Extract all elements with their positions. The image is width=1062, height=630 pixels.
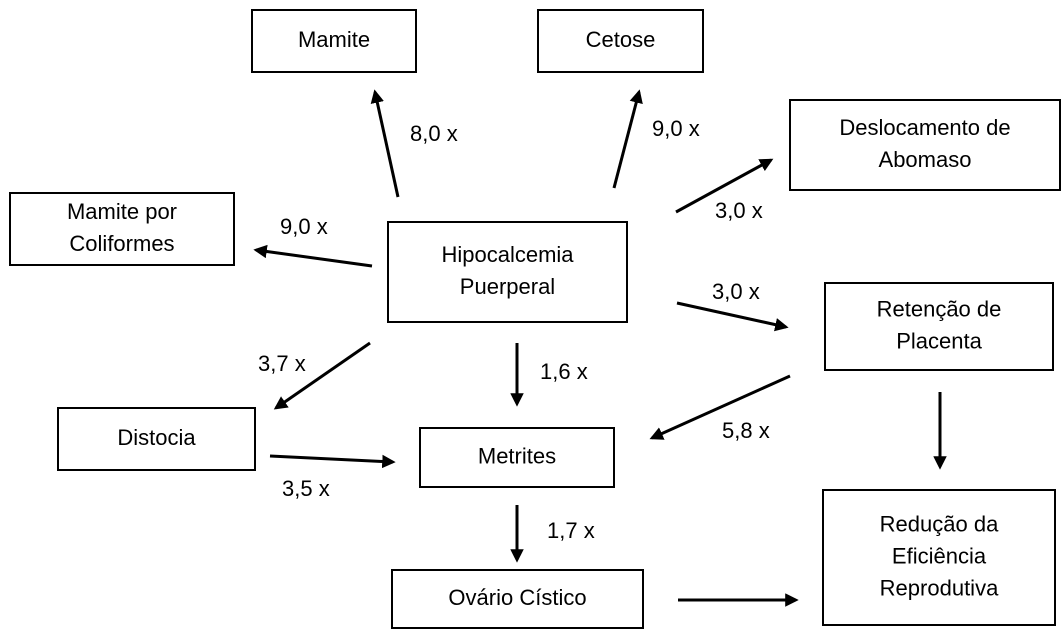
edge-label: 3,0 x <box>712 279 760 304</box>
node-box <box>57 407 256 471</box>
node-label: Reprodutiva <box>880 575 999 600</box>
edge-label: 3,0 x <box>715 198 763 223</box>
node-box <box>251 9 417 73</box>
edge-label: 3,5 x <box>282 476 330 501</box>
edge-label: 3,7 x <box>258 351 306 376</box>
node-label: Hipocalcemia <box>441 242 574 267</box>
node-label: Abomaso <box>879 147 972 172</box>
node-box <box>824 282 1054 371</box>
arrow <box>612 89 643 189</box>
node-box <box>9 192 235 266</box>
arrow <box>269 454 396 469</box>
node-label: Deslocamento de <box>839 115 1010 140</box>
edge-label: 8,0 x <box>410 121 458 146</box>
edge-label: 1,7 x <box>547 518 595 543</box>
node-label: Cetose <box>586 27 656 52</box>
edge-label: 1,6 x <box>540 359 588 384</box>
node-label: Mamite por <box>67 199 177 224</box>
arrow <box>370 89 400 198</box>
node-label: Coliformes <box>69 231 174 256</box>
nodes: Mamite Cetose Deslocamento de Abomaso Mamite… <box>9 9 1061 629</box>
node-box <box>789 99 1061 191</box>
node-label: Retenção de <box>877 296 1002 321</box>
arrow <box>676 301 789 332</box>
node-label: Redução da <box>880 511 999 536</box>
arrow <box>675 158 774 214</box>
node-label: Ovário Cístico <box>448 585 586 610</box>
node-box <box>419 427 615 488</box>
node-label: Placenta <box>896 328 982 353</box>
edge-label: 9,0 x <box>652 116 700 141</box>
edge-label: 9,0 x <box>280 214 328 239</box>
node-label: Metrites <box>478 443 556 468</box>
node-label: Puerperal <box>460 274 555 299</box>
arrow <box>649 374 791 440</box>
node-label: Distocia <box>117 425 196 450</box>
node-box <box>391 569 644 629</box>
node-label: Eficiência <box>892 543 987 568</box>
arrow <box>253 244 373 268</box>
edge-label: 5,8 x <box>722 418 770 443</box>
edge-labels: 8,0 x 9,0 x 3,0 x 9,0 x 3,0 x 3,7 x 1,6 … <box>258 116 770 543</box>
arrows <box>253 89 947 607</box>
node-box <box>537 9 704 73</box>
node-box <box>822 489 1056 626</box>
node-label: Mamite <box>298 27 370 52</box>
node-box <box>387 221 628 323</box>
arrow <box>273 341 371 410</box>
